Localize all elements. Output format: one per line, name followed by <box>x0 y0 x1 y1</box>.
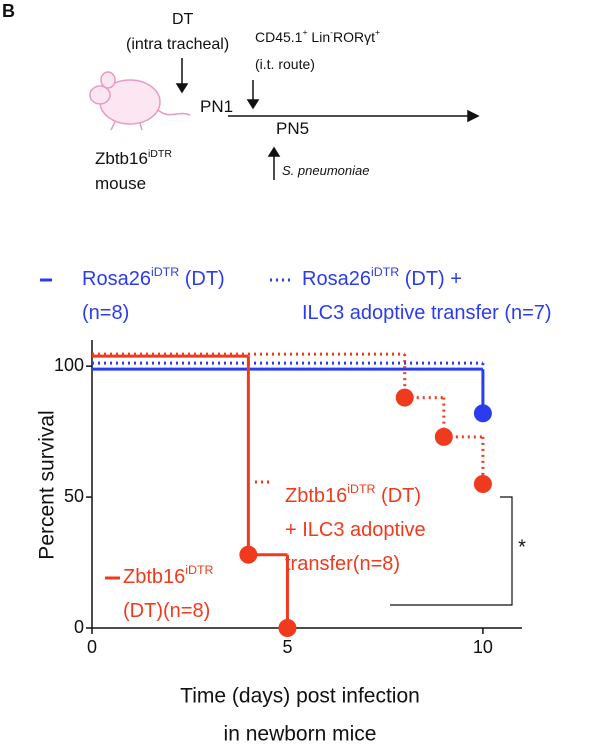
series-label-part: (DT) + <box>399 268 462 290</box>
schematic-text: Zbtb16iDTR <box>95 148 172 169</box>
series-label: Rosa26iDTR (DT) + <box>302 265 462 290</box>
schematic-text: (i.t. route) <box>255 56 315 72</box>
series-label-part: transfer(n=8) <box>285 553 400 575</box>
series-label: (n=8) <box>82 302 129 324</box>
series-label-part: (DT) <box>375 485 421 507</box>
series-label-part: (n=8) <box>82 302 129 324</box>
series-label-part: iDTR <box>185 563 213 577</box>
series-label-part: + ILC3 adoptive <box>285 519 426 541</box>
series-label: transfer(n=8) <box>285 553 400 575</box>
schematic-text-part: Zbtb16 <box>95 149 148 168</box>
schematic-text: CD45.1+ Lin-RORγt+ <box>255 27 380 44</box>
schematic-text-part: DT <box>172 11 194 28</box>
schematic-text-part: (i.t. route) <box>255 56 315 72</box>
series-label-part: (DT)(n=8) <box>123 600 210 622</box>
series-label-part: Rosa26 <box>82 268 151 290</box>
y-axis-title: Percent survival <box>36 410 59 559</box>
mouse-icon <box>89 71 191 131</box>
series-label-part: ILC3 adoptive transfer (n=7) <box>302 302 552 324</box>
schematic-text-part: mouse <box>95 174 146 193</box>
survival-point <box>278 619 297 637</box>
schematic-text-part: + <box>375 27 380 37</box>
x-axis-title: Time (days) post infection <box>180 685 420 708</box>
series-label-part: iDTR <box>347 482 375 496</box>
schematic-text-part: PN1 <box>200 97 233 116</box>
y-tick-label: 50 <box>64 486 84 506</box>
schematic-text-part: (intra tracheal) <box>126 36 229 53</box>
schematic-arrows <box>175 58 480 180</box>
survival-point <box>473 475 492 493</box>
x-tick-label: 5 <box>282 637 292 657</box>
series-label: ILC3 adoptive transfer (n=7) <box>302 302 552 324</box>
schematic-text-part: iDTR <box>148 148 172 160</box>
panel-label: B <box>2 1 15 21</box>
y-tick-label: 0 <box>74 617 84 637</box>
significance-bracket <box>390 496 513 606</box>
annotation: * <box>518 536 526 558</box>
series-label-part: iDTR <box>371 265 399 279</box>
series-label: (DT)(n=8) <box>123 600 210 622</box>
schematic-text-part: RORγt <box>333 29 375 45</box>
survival-point <box>473 404 492 423</box>
schematic-text: (intra tracheal) <box>126 36 229 53</box>
series-label-part: Zbtb16 <box>123 566 185 588</box>
schematic-text: PN5 <box>276 119 309 138</box>
series-label: Rosa26iDTR (DT) <box>82 265 225 290</box>
series-label-part: (DT) <box>179 268 225 290</box>
schematic-text-part: + <box>302 27 307 37</box>
x-axis-title: in newborn mice <box>224 723 377 746</box>
x-tick-label: 10 <box>473 637 493 657</box>
series-label-part: Zbtb16 <box>285 485 347 507</box>
schematic-text: S. pneumoniae <box>282 163 369 178</box>
series-label: Zbtb16iDTR <box>123 563 214 588</box>
series-label-part: Rosa26 <box>302 268 371 290</box>
schematic-text: PN1 <box>200 97 233 116</box>
series-label: + ILC3 adoptive <box>285 519 426 541</box>
series-label-part: iDTR <box>151 265 179 279</box>
x-tick-label: 0 <box>87 637 97 657</box>
schematic-text-part: Lin <box>308 29 331 45</box>
schematic-text-part: S. pneumoniae <box>282 163 369 178</box>
schematic-text: mouse <box>95 174 146 193</box>
schematic-text-part: PN5 <box>276 119 309 138</box>
schematic-text-part: - <box>330 27 333 37</box>
series-label: Zbtb16iDTR (DT) <box>285 482 421 507</box>
y-tick-label: 100 <box>54 355 84 375</box>
schematic-text: DT <box>172 11 194 28</box>
schematic-text-part: CD45.1 <box>255 29 303 45</box>
